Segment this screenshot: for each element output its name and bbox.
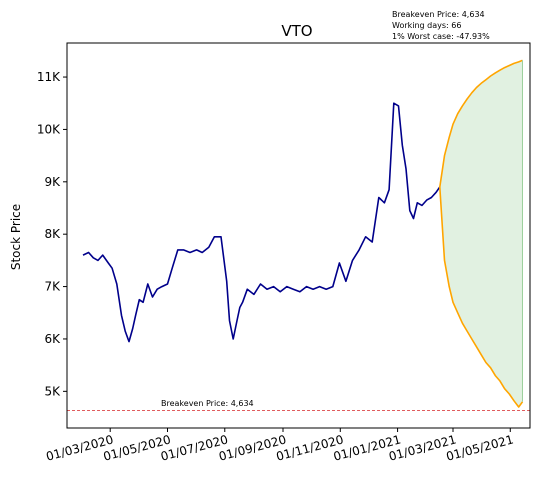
y-axis-label: Stock Price	[9, 204, 23, 270]
chart-title: VTO	[281, 22, 312, 40]
series-layer	[67, 59, 530, 411]
y-tick-label-3: 8K	[44, 227, 61, 241]
projection-lower-line	[439, 186, 524, 408]
y-tick-label-2: 7K	[44, 280, 61, 294]
annotation-working-days: Working days: 66	[392, 21, 461, 30]
projection-upper-line	[439, 59, 523, 188]
annotation-breakeven: Breakeven Price: 4,634	[392, 10, 485, 19]
plot-frame	[66, 42, 531, 429]
projection-band	[439, 60, 523, 408]
annotation-worst-case: 1% Worst case: -47.93%	[392, 32, 490, 41]
y-tick-label-0: 5K	[44, 384, 61, 398]
axes-layer: 5K6K7K8K9K10K11K01/03/202001/05/202001/0…	[37, 42, 531, 464]
confidence-band-layer	[439, 60, 523, 408]
y-tick-label-4: 9K	[44, 175, 61, 189]
y-tick-label-1: 6K	[44, 332, 61, 346]
y-tick-label-6: 11K	[37, 70, 61, 84]
y-tick-label-5: 10K	[37, 122, 61, 136]
breakeven-line-label: Breakeven Price: 4,634	[161, 399, 254, 408]
history-series-line	[82, 102, 441, 343]
